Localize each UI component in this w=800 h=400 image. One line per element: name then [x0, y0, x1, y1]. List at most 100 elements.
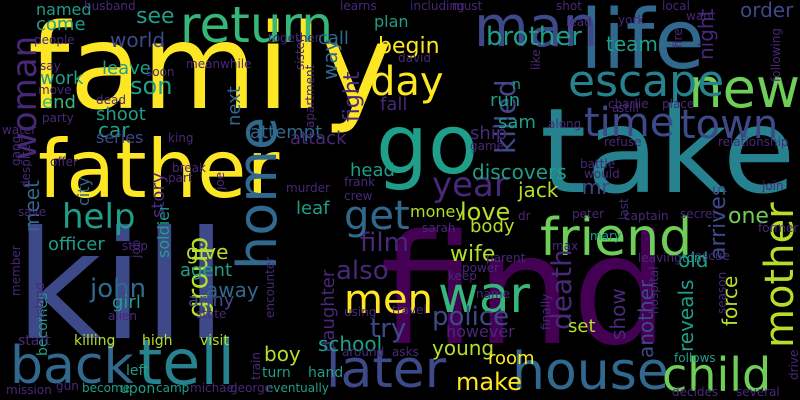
- word-n: n: [512, 77, 521, 93]
- word-last: last: [617, 198, 631, 220]
- word-war: war: [438, 266, 531, 324]
- word-named: named: [36, 0, 92, 19]
- word-town: town: [680, 102, 779, 148]
- word-son: son: [130, 72, 173, 100]
- word-king: king: [168, 131, 194, 145]
- word-house: house: [512, 342, 669, 400]
- word-away: away: [206, 278, 259, 302]
- word-leaf: leaf: [296, 198, 330, 219]
- word-try: try: [370, 314, 407, 344]
- word-friend: friend: [540, 208, 693, 268]
- word-dr: dr: [518, 209, 531, 223]
- word-fight: fight: [340, 71, 365, 122]
- word-state: state: [196, 307, 227, 321]
- word-eventually: eventually: [266, 381, 329, 395]
- word-gun: gun: [56, 379, 79, 393]
- word-around: around: [342, 345, 385, 359]
- word-time: time: [584, 100, 675, 146]
- word-hospital: hospital: [647, 266, 661, 314]
- word-help: help: [62, 197, 136, 237]
- word-room: room: [488, 348, 535, 369]
- word-like: like: [529, 49, 543, 70]
- word-several: several: [736, 385, 780, 399]
- word-return: return: [180, 0, 333, 54]
- word-still: still: [618, 101, 639, 115]
- word-upon: upon: [120, 381, 156, 397]
- word-apartment: apartment: [303, 64, 317, 128]
- word-fall: fall: [380, 94, 408, 115]
- word-family: family: [28, 0, 393, 136]
- word-together: together: [268, 31, 320, 45]
- word-frank: frank: [344, 175, 376, 189]
- word-power: power: [462, 261, 500, 275]
- word-husband: husband: [84, 0, 136, 13]
- word-using: using: [344, 305, 377, 319]
- word-including: including: [410, 0, 465, 13]
- word-mary: mary: [590, 229, 622, 243]
- word-film: film: [360, 228, 409, 258]
- word-peter: peter: [572, 207, 605, 221]
- word-kill: kill: [15, 200, 227, 374]
- word-see: see: [136, 4, 175, 29]
- word-michael: michael: [190, 381, 238, 395]
- word-david: david: [398, 51, 432, 65]
- word-crew: crew: [344, 189, 373, 203]
- word-give: give: [186, 240, 229, 264]
- word-tell: tell: [138, 326, 235, 399]
- word-man: man: [474, 0, 599, 60]
- word-follows: follows: [674, 351, 716, 365]
- word-water: water: [2, 123, 37, 137]
- word-leaving: leaving: [638, 251, 682, 265]
- word-however: however: [446, 322, 515, 341]
- word-learns: learns: [340, 0, 377, 13]
- word-member: member: [9, 245, 23, 296]
- word-people: people: [34, 33, 75, 47]
- word-become: become: [82, 381, 131, 395]
- word-body: body: [470, 216, 515, 237]
- word-head: head: [350, 160, 395, 181]
- word-turn: turn: [262, 365, 291, 381]
- word-charlie: charlie: [608, 97, 649, 111]
- word-men: men: [344, 277, 433, 323]
- word-finally: finally: [539, 293, 553, 330]
- word-save: save: [18, 205, 47, 219]
- word-world: world: [110, 28, 166, 52]
- word-reveals: reveals: [674, 279, 698, 352]
- word-murder: murder: [286, 181, 330, 195]
- word-team: team: [606, 32, 658, 56]
- word-hand: hand: [308, 365, 344, 381]
- word-max: max: [552, 239, 579, 253]
- word-tom: tom: [682, 251, 706, 265]
- word-stop: stop: [122, 239, 148, 253]
- word-car: car: [98, 118, 130, 142]
- word-attempt: attempt: [250, 122, 323, 143]
- word-show: show: [606, 288, 630, 340]
- word-york: york: [618, 13, 645, 27]
- word-alien: alien: [108, 309, 138, 323]
- word-city: city: [74, 177, 93, 206]
- word-sam: sam: [498, 112, 536, 133]
- word-mr: mr: [582, 175, 610, 199]
- word-begin: begin: [378, 34, 440, 59]
- word-brother: brother: [486, 22, 582, 52]
- word-along: along: [548, 117, 582, 131]
- word-army: army: [188, 290, 235, 311]
- word-life: life: [580, 0, 705, 88]
- word-george: george: [230, 381, 273, 395]
- word-left: left: [126, 363, 149, 379]
- word-work: work: [40, 68, 84, 89]
- word-officer: officer: [48, 234, 105, 255]
- word-young: young: [432, 336, 495, 360]
- word-day: day: [370, 59, 444, 105]
- word-decides: decides: [672, 385, 719, 399]
- word-a: a: [612, 101, 620, 115]
- word-killing: killing: [74, 333, 116, 349]
- word-would: would: [584, 167, 620, 181]
- word-parent: parent: [486, 251, 526, 265]
- word-join: join: [762, 179, 784, 193]
- word-captain: captain: [624, 209, 669, 223]
- word-run: run: [490, 90, 521, 111]
- word-also: also: [336, 256, 389, 286]
- word-part: part: [168, 171, 193, 185]
